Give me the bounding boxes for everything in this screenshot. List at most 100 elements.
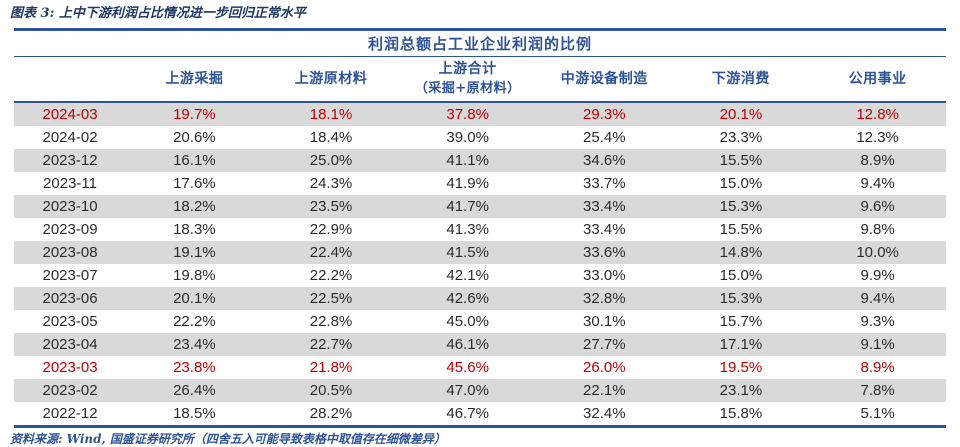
- value-cell: 9.4%: [860, 175, 895, 192]
- value-cell: 22.2%: [173, 313, 216, 330]
- value-cell: 15.7%: [719, 313, 763, 330]
- table-title: 利润总额占工业企业利润的比例: [14, 29, 946, 57]
- table-row: 2023-06 20.1% 22.5% 42.6% 32.8% 15.3% 9.4%: [14, 287, 946, 310]
- value-cell: 34.6%: [583, 152, 626, 169]
- table-row: 2023-09 18.3% 22.9% 41.3% 33.4% 15.5% 9.8%: [14, 218, 946, 241]
- value-cell: 25.4%: [583, 129, 626, 146]
- column-header-utilities: 公用事业: [809, 56, 946, 103]
- value-cell: 46.1%: [446, 336, 489, 353]
- value-cell: 23.5%: [309, 198, 353, 215]
- value-cell: 5.1%: [860, 405, 895, 422]
- value-cell: 7.8%: [860, 382, 895, 399]
- value-cell: 18.3%: [173, 221, 216, 238]
- value-cell: 42.6%: [446, 290, 489, 307]
- value-cell: 22.9%: [309, 221, 353, 238]
- period-cell: 2023-07: [42, 267, 98, 284]
- value-cell: 8.9%: [860, 359, 895, 376]
- period-cell: 2023-05: [42, 313, 98, 330]
- value-cell: 23.3%: [719, 129, 763, 146]
- value-cell: 46.7%: [446, 405, 489, 422]
- value-cell: 24.3%: [309, 175, 353, 192]
- value-cell: 28.2%: [309, 405, 353, 422]
- value-cell: 18.5%: [173, 405, 216, 422]
- table-row: 2023-11 17.6% 24.3% 41.9% 33.7% 15.0% 9.4%: [14, 172, 946, 195]
- value-cell: 33.4%: [583, 198, 626, 215]
- value-cell: 23.4%: [173, 336, 216, 353]
- period-cell: 2023-10: [42, 198, 98, 215]
- value-cell: 19.1%: [173, 244, 216, 261]
- value-cell: 22.7%: [309, 336, 353, 353]
- value-cell: 22.4%: [309, 244, 353, 261]
- period-cell: 2024-03: [42, 106, 98, 123]
- value-cell: 15.5%: [719, 221, 763, 238]
- value-cell: 18.4%: [309, 129, 353, 146]
- column-header-downstream-consumption: 下游消费: [672, 56, 810, 103]
- table-body: 2024-03 19.7% 18.1% 37.8% 29.3% 20.1% 12.8% 202…: [14, 102, 946, 427]
- value-cell: 37.8%: [446, 106, 489, 123]
- value-cell: 22.8%: [309, 313, 353, 330]
- table-row: 2024-03 19.7% 18.1% 37.8% 29.3% 20.1% 12.8%: [14, 102, 946, 126]
- value-cell: 19.5%: [719, 359, 763, 376]
- value-cell: 12.8%: [856, 106, 899, 123]
- value-cell: 41.7%: [446, 198, 489, 215]
- report-exhibit: 图表 3: 上中下游利润占比情况进一步回归正常水平 利润总额占工业企业利润的比例…: [10, 6, 946, 446]
- table-row: 2023-12 16.1% 25.0% 41.1% 34.6% 15.5% 8.9%: [14, 149, 946, 172]
- value-cell: 8.9%: [860, 152, 895, 169]
- period-cell: 2023-03: [42, 359, 98, 376]
- table-row: 2022-12 18.5% 28.2% 46.7% 32.4% 15.8% 5.1%: [14, 402, 946, 427]
- value-cell: 26.0%: [583, 359, 626, 376]
- table-row: 2024-02 20.6% 18.4% 39.0% 25.4% 23.3% 12.3%: [14, 126, 946, 149]
- period-cell: 2023-04: [42, 336, 98, 353]
- value-cell: 33.4%: [583, 221, 626, 238]
- period-cell: 2023-12: [42, 152, 98, 169]
- profit-share-table: 利润总额占工业企业利润的比例 上游采掘 上游原材料 上游合计 （采掘+原材料） 中游设备…: [14, 28, 946, 428]
- period-cell: 2023-02: [42, 382, 98, 399]
- value-cell: 30.1%: [583, 313, 626, 330]
- period-cell: 2023-11: [43, 175, 97, 192]
- value-cell: 32.8%: [583, 290, 626, 307]
- column-header-upstream-materials: 上游原材料: [262, 56, 400, 103]
- table-row: 2023-10 18.2% 23.5% 41.7% 33.4% 15.3% 9.6%: [14, 195, 946, 218]
- value-cell: 9.1%: [860, 336, 895, 353]
- value-cell: 23.1%: [719, 382, 763, 399]
- value-cell: 25.0%: [309, 152, 353, 169]
- value-cell: 17.6%: [173, 175, 216, 192]
- value-cell: 15.0%: [719, 267, 763, 284]
- value-cell: 41.3%: [446, 221, 489, 238]
- exhibit-title: 图表 3: 上中下游利润占比情况进一步回归正常水平: [10, 6, 306, 21]
- period-cell: 2024-02: [42, 129, 98, 146]
- column-header-upstream-mining: 上游采掘: [126, 56, 263, 103]
- table-row: 2023-04 23.4% 22.7% 46.1% 27.7% 17.1% 9.1%: [14, 333, 946, 356]
- value-cell: 42.1%: [446, 267, 489, 284]
- table-row: 2023-08 19.1% 22.4% 41.5% 33.6% 14.8% 10.0%: [14, 241, 946, 264]
- value-cell: 9.3%: [860, 313, 895, 330]
- value-cell: 41.1%: [446, 152, 489, 169]
- period-cell: 2023-06: [42, 290, 98, 307]
- value-cell: 20.1%: [173, 290, 216, 307]
- value-cell: 45.0%: [446, 313, 489, 330]
- value-cell: 33.7%: [583, 175, 626, 192]
- value-cell: 20.1%: [719, 106, 763, 123]
- table-row: 2023-03 23.8% 21.8% 45.6% 26.0% 19.5% 8.9%: [14, 356, 946, 379]
- value-cell: 32.4%: [583, 405, 626, 422]
- value-cell: 15.3%: [719, 198, 763, 215]
- value-cell: 29.3%: [583, 106, 626, 123]
- value-cell: 16.1%: [173, 152, 216, 169]
- column-header-period: [14, 56, 127, 103]
- value-cell: 15.0%: [719, 175, 763, 192]
- value-cell: 27.7%: [583, 336, 626, 353]
- period-cell: 2023-08: [42, 244, 98, 261]
- value-cell: 12.3%: [856, 129, 899, 146]
- value-cell: 21.8%: [309, 359, 353, 376]
- value-cell: 22.2%: [309, 267, 353, 284]
- value-cell: 18.2%: [173, 198, 216, 215]
- value-cell: 47.0%: [446, 382, 489, 399]
- value-cell: 39.0%: [446, 129, 489, 146]
- value-cell: 22.1%: [583, 382, 626, 399]
- column-header-upstream-total: 上游合计 （采掘+原材料）: [399, 56, 536, 103]
- value-cell: 9.8%: [860, 221, 895, 238]
- table-row: 2023-07 19.8% 22.2% 42.1% 33.0% 15.0% 9.9%: [14, 264, 946, 287]
- column-header-midstream-equipment: 中游设备制造: [535, 56, 673, 103]
- value-cell: 20.5%: [309, 382, 353, 399]
- value-cell: 26.4%: [173, 382, 216, 399]
